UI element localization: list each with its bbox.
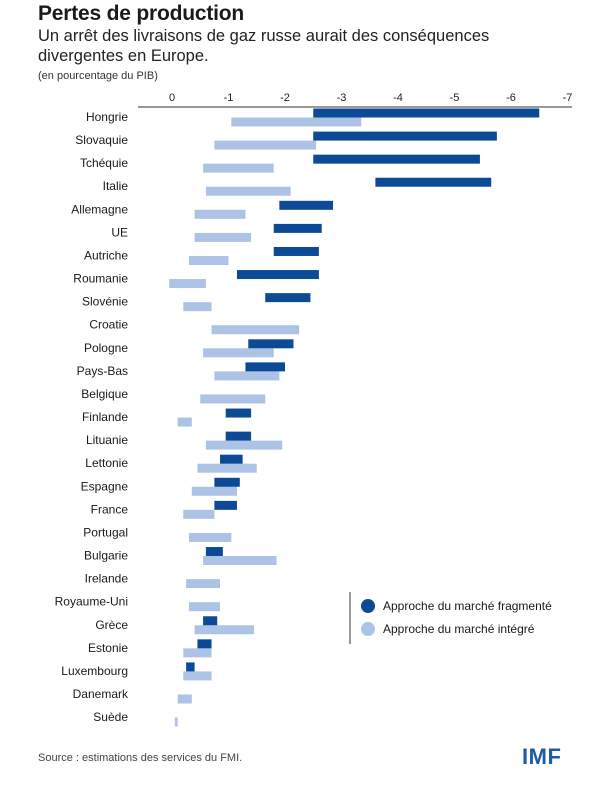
bar-fragmented — [265, 293, 311, 303]
bar-integrated — [188, 532, 232, 542]
bar-integrated — [214, 140, 317, 150]
unit-note: (en pourcentage du PIB) — [38, 70, 158, 82]
bar-fragmented — [225, 408, 252, 418]
category-label: Suède — [93, 710, 128, 724]
bar-integrated — [188, 255, 229, 265]
bar-integrated — [205, 440, 283, 450]
bar-integrated — [197, 463, 257, 473]
category-label: Espagne — [81, 479, 129, 493]
x-tick-label: 0 — [169, 92, 175, 104]
category-label: Lituanie — [86, 433, 128, 447]
category-label: Grèce — [95, 618, 128, 632]
bar-integrated — [191, 486, 237, 496]
legend-marker-integrated — [361, 622, 375, 636]
bar-integrated — [205, 186, 291, 196]
category-label: Luxembourg — [61, 664, 128, 678]
bar-integrated — [203, 348, 274, 358]
category-label: Allemagne — [71, 202, 128, 216]
bar-fragmented — [313, 131, 497, 141]
category-label: Finlande — [82, 410, 128, 424]
bar-integrated — [183, 648, 212, 658]
bar-fragmented — [220, 454, 243, 464]
bar-fragmented — [186, 662, 195, 672]
bar-fragmented — [279, 200, 334, 210]
bar-fragmented — [313, 154, 480, 164]
category-label: Estonie — [88, 641, 128, 655]
category-label: Slovaquie — [75, 133, 128, 147]
bar-integrated — [188, 602, 221, 612]
bar-fragmented — [248, 339, 294, 349]
bar-integrated — [203, 163, 274, 173]
bar-fragmented — [205, 547, 223, 557]
chart-subtitle: Un arrêt des livraisons de gaz russe aur… — [38, 27, 490, 65]
category-label: Croatie — [89, 318, 128, 332]
bar-fragmented — [225, 431, 252, 441]
bar-fragmented — [245, 362, 285, 372]
category-label: Lettonie — [85, 456, 128, 470]
bar-integrated — [177, 417, 192, 427]
category-label: Pays-Bas — [77, 364, 128, 378]
category-label: Danemark — [73, 687, 129, 701]
bar-integrated — [203, 556, 277, 566]
category-label: Hongrie — [86, 110, 128, 124]
category-label: Royaume-Uni — [55, 595, 128, 609]
x-tick-label: -3 — [337, 92, 347, 104]
bar-integrated — [183, 509, 215, 519]
category-label: Autriche — [84, 248, 128, 262]
imf-logo: IMF — [522, 744, 562, 769]
x-tick-label: -2 — [280, 92, 290, 104]
chart-title: Pertes de production — [38, 2, 245, 25]
bar-integrated — [183, 671, 212, 681]
bar-integrated — [194, 232, 252, 242]
bar-integrated — [169, 279, 206, 289]
bar-fragmented — [214, 477, 240, 487]
bar-fragmented — [273, 246, 319, 256]
category-label: France — [91, 502, 129, 516]
source-note: Source : estimations des services du FMI… — [38, 752, 243, 764]
legend-label: Approche du marché fragmenté — [383, 599, 552, 613]
category-label: Belgique — [81, 387, 128, 401]
bar-fragmented — [203, 616, 218, 626]
bar-fragmented — [236, 270, 319, 280]
bar-fragmented — [313, 108, 540, 118]
category-label: Slovénie — [82, 295, 128, 309]
bar-fragmented — [375, 177, 492, 187]
category-label: Bulgarie — [84, 549, 128, 563]
legend-label: Approche du marché intégré — [383, 622, 535, 636]
x-tick-label: -7 — [563, 92, 573, 104]
bar-integrated — [231, 117, 362, 127]
x-tick-label: -5 — [450, 92, 460, 104]
x-tick-label: -1 — [224, 92, 234, 104]
legend-marker-fragmented — [361, 599, 375, 613]
bar-fragmented — [214, 500, 237, 510]
bar-integrated — [214, 371, 280, 381]
category-label: Italie — [103, 179, 129, 193]
bar-integrated — [174, 717, 178, 727]
category-label: Portugal — [83, 525, 128, 539]
category-label: Pologne — [84, 341, 128, 355]
category-label: Tchéquie — [80, 156, 128, 170]
bar-fragmented — [197, 639, 212, 649]
category-label: Irelande — [85, 572, 129, 586]
category-label: Roumanie — [73, 272, 128, 286]
bar-integrated — [177, 694, 192, 704]
bar-integrated — [200, 394, 266, 404]
bar-integrated — [211, 325, 300, 335]
x-tick-label: -4 — [393, 92, 403, 104]
x-tick-label: -6 — [506, 92, 516, 104]
bar-integrated — [186, 579, 221, 589]
category-label: UE — [111, 225, 128, 239]
bar-integrated — [194, 209, 246, 219]
bar-integrated — [183, 302, 212, 312]
bar-integrated — [194, 625, 254, 635]
bar-fragmented — [273, 223, 322, 233]
